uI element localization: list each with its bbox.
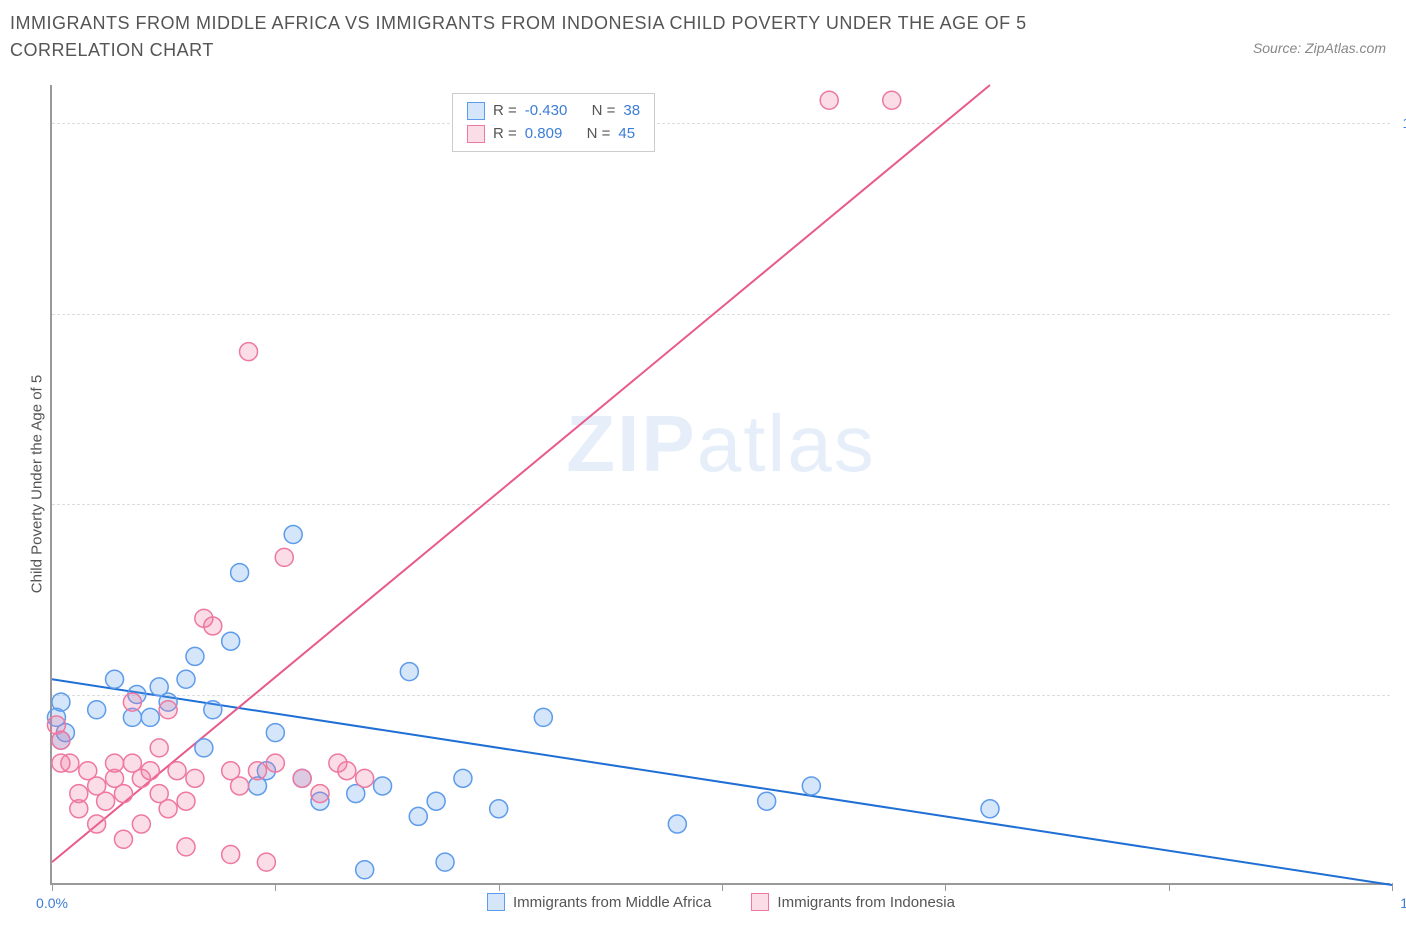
data-point <box>275 548 293 566</box>
data-point <box>177 670 195 688</box>
n-label: N = <box>587 123 611 146</box>
x-tick-left: 0.0% <box>36 895 68 911</box>
data-point <box>356 861 374 879</box>
data-point <box>436 853 454 871</box>
data-point <box>231 564 249 582</box>
swatch-b-icon <box>751 893 769 911</box>
data-point <box>132 815 150 833</box>
data-point <box>61 754 79 772</box>
x-tick <box>499 883 500 891</box>
data-point <box>356 769 374 787</box>
data-point <box>168 762 186 780</box>
data-point <box>981 800 999 818</box>
data-point <box>114 785 132 803</box>
r-label: R = <box>493 123 517 146</box>
legend-label-b: Immigrants from Indonesia <box>777 894 955 911</box>
stats-legend: R = -0.430 N = 38 R = 0.809 N = 45 <box>452 93 655 152</box>
legend-item-a: Immigrants from Middle Africa <box>487 893 711 911</box>
swatch-series-a <box>467 102 485 120</box>
data-point <box>534 708 552 726</box>
data-point <box>248 762 266 780</box>
r-label: R = <box>493 100 517 123</box>
data-point <box>159 800 177 818</box>
data-point <box>177 792 195 810</box>
data-point <box>52 693 70 711</box>
data-point <box>123 693 141 711</box>
y-axis-label: Child Poverty Under the Age of 5 <box>29 375 46 593</box>
data-point <box>490 800 508 818</box>
data-point <box>222 846 240 864</box>
x-tick <box>275 883 276 891</box>
stats-row-a: R = -0.430 N = 38 <box>467 100 640 123</box>
data-point <box>106 670 124 688</box>
data-point <box>177 838 195 856</box>
data-point <box>88 701 106 719</box>
n-value-b: 45 <box>618 123 635 146</box>
swatch-series-b <box>467 125 485 143</box>
data-point <box>141 762 159 780</box>
data-point <box>266 754 284 772</box>
x-tick <box>1392 883 1393 891</box>
data-point <box>52 731 70 749</box>
x-tick-right: 15.0% <box>1400 895 1406 911</box>
data-point <box>204 617 222 635</box>
data-point <box>374 777 392 795</box>
data-point <box>88 815 106 833</box>
data-point <box>204 701 222 719</box>
data-point <box>114 830 132 848</box>
data-point <box>240 343 258 361</box>
data-point <box>311 785 329 803</box>
data-point <box>338 762 356 780</box>
data-point <box>802 777 820 795</box>
data-point <box>150 739 168 757</box>
y-tick-label: 100.0% <box>1403 115 1406 131</box>
correlation-chart: IMMIGRANTS FROM MIDDLE AFRICA VS IMMIGRA… <box>10 10 1396 920</box>
bottom-legend: Immigrants from Middle Africa Immigrants… <box>487 893 955 911</box>
legend-label-a: Immigrants from Middle Africa <box>513 894 711 911</box>
data-point <box>668 815 686 833</box>
stats-row-b: R = 0.809 N = 45 <box>467 123 640 146</box>
data-point <box>222 632 240 650</box>
data-point <box>284 526 302 544</box>
data-point <box>400 663 418 681</box>
data-point <box>883 91 901 109</box>
x-tick <box>1169 883 1170 891</box>
plot-area: Child Poverty Under the Age of 5 ZIPatla… <box>50 85 1390 885</box>
source-label: Source: ZipAtlas.com <box>1253 40 1386 56</box>
data-point <box>70 785 88 803</box>
data-point <box>758 792 776 810</box>
r-value-a: -0.430 <box>525 100 568 123</box>
data-point <box>820 91 838 109</box>
x-tick <box>52 883 53 891</box>
data-point <box>293 769 311 787</box>
data-point <box>231 777 249 795</box>
data-point <box>257 853 275 871</box>
data-point <box>195 739 213 757</box>
data-point <box>186 647 204 665</box>
n-label: N = <box>592 100 616 123</box>
n-value-a: 38 <box>623 100 640 123</box>
swatch-a-icon <box>487 893 505 911</box>
trend-line <box>52 85 990 862</box>
data-point <box>97 792 115 810</box>
scatter-svg <box>52 85 1390 883</box>
data-point <box>141 708 159 726</box>
r-value-b: 0.809 <box>525 123 563 146</box>
data-point <box>454 769 472 787</box>
data-point <box>186 769 204 787</box>
data-point <box>159 701 177 719</box>
chart-title: IMMIGRANTS FROM MIDDLE AFRICA VS IMMIGRA… <box>10 10 1110 64</box>
data-point <box>266 724 284 742</box>
x-tick <box>722 883 723 891</box>
data-point <box>427 792 445 810</box>
x-tick <box>945 883 946 891</box>
legend-item-b: Immigrants from Indonesia <box>751 893 955 911</box>
data-point <box>409 807 427 825</box>
